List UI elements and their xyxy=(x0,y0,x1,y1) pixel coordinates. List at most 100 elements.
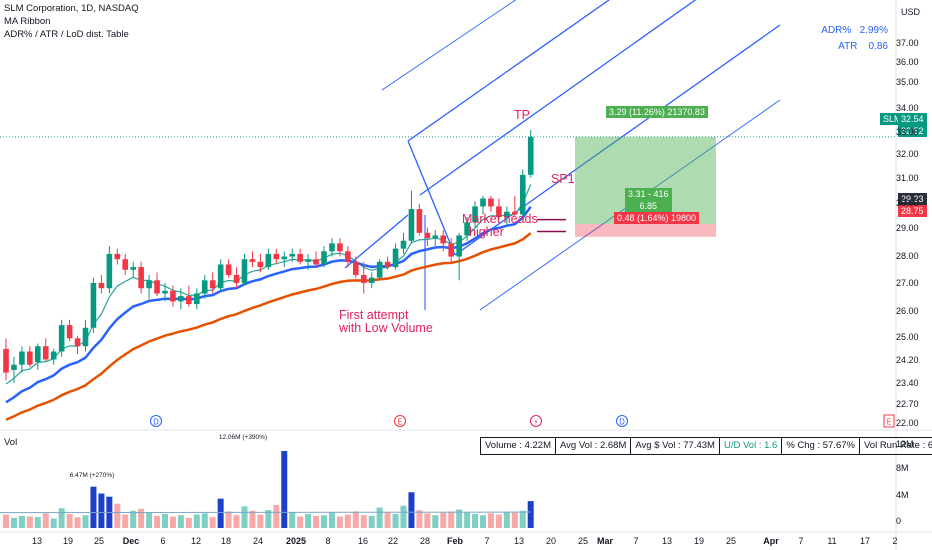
candle-body xyxy=(74,338,81,347)
price-tick: 26.00 xyxy=(896,306,919,316)
time-tick: 17 xyxy=(859,536,871,546)
stop-label[interactable]: 0.48 (1.64%) 19800 xyxy=(614,212,700,224)
candle-body xyxy=(392,248,399,268)
first-attempt-line-2: with Low Volume xyxy=(339,321,433,335)
time-tick: 28 xyxy=(419,536,431,546)
candle-body xyxy=(456,235,462,257)
target-label[interactable]: 3.29 (11.26%) 21370.83 xyxy=(606,106,708,118)
candle-body xyxy=(297,253,303,262)
market-heads-line-1: Market heads xyxy=(462,212,538,226)
time-tick: 25 xyxy=(577,536,589,546)
candle-body xyxy=(114,253,121,260)
price-tick: 22.00 xyxy=(896,418,919,428)
candle-body xyxy=(82,327,89,347)
price-tick: 23.40 xyxy=(896,378,919,388)
volume-annotation-2: 12.06M (+390%) xyxy=(219,434,267,441)
event-marker xyxy=(150,415,162,427)
candle-body xyxy=(194,293,200,305)
time-tick: 11 xyxy=(827,536,837,546)
volume-bar xyxy=(217,498,224,528)
time-tick: Feb xyxy=(446,536,464,546)
candle-body xyxy=(146,280,152,289)
candle-body xyxy=(329,243,335,252)
candle-body xyxy=(305,259,311,262)
volume-bar xyxy=(328,512,335,528)
atr-label: ATR xyxy=(838,41,858,52)
candle-body xyxy=(50,351,57,360)
volume-bar xyxy=(34,517,41,528)
currency-label[interactable]: USD xyxy=(900,7,920,17)
volume-bar xyxy=(98,493,105,528)
volume-bar xyxy=(424,513,431,528)
candle-body xyxy=(19,351,25,365)
volume-bar xyxy=(3,514,9,528)
channel-handle xyxy=(407,140,456,256)
event-marker-label: ⚡ xyxy=(533,418,538,427)
event-marker-label: D xyxy=(619,418,625,427)
candle-body xyxy=(90,282,97,328)
time-tick: 20 xyxy=(545,536,557,546)
volume-bar xyxy=(169,516,176,528)
candle-body xyxy=(337,243,343,252)
time-tick: 25 xyxy=(725,536,737,546)
adr-row: ADR% 2.99% xyxy=(821,25,888,36)
position-mid-label[interactable]: 3.31 - 416 6.85 xyxy=(625,188,672,212)
time-tick: Dec xyxy=(122,536,140,546)
volume-pane-label: Vol xyxy=(4,437,18,448)
volume-bar xyxy=(138,508,145,528)
time-tick: Apr xyxy=(763,536,779,546)
volume-bar xyxy=(82,515,89,528)
candle-body xyxy=(408,209,415,241)
ma-line-3 xyxy=(5,232,532,421)
volume-annotation-1: 6.47M (+270%) xyxy=(70,472,115,479)
candle-body xyxy=(496,206,502,217)
candle-body xyxy=(138,267,144,289)
candle-body xyxy=(289,253,295,257)
volume-bar xyxy=(201,513,208,528)
time-tick: 2 xyxy=(892,536,898,546)
volume-bar xyxy=(66,513,73,528)
candle-body xyxy=(162,290,168,294)
atr-row: ATR 0.86 xyxy=(838,41,888,52)
price-tick: 27.00 xyxy=(896,278,919,288)
volume-bar xyxy=(313,515,320,528)
candle-body xyxy=(154,280,160,294)
candle-body xyxy=(27,351,33,365)
indicator-adr-table[interactable]: ADR% / ATR / LoD dist. Table xyxy=(4,29,129,40)
volume-bar xyxy=(225,511,232,528)
volume-bar xyxy=(456,509,463,528)
time-tick: 7 xyxy=(484,536,490,546)
price-tick: 36.00 xyxy=(896,57,919,67)
prev-price-tag: 32.52 xyxy=(898,125,927,137)
volume-bar xyxy=(392,513,399,528)
sp1-annotation: SP1 xyxy=(551,172,575,186)
volume-bar xyxy=(177,515,184,528)
volume-bar xyxy=(257,514,264,528)
candle-body xyxy=(186,296,192,305)
chart-title: SLM Corporation, 1D, NASDAQ xyxy=(4,3,139,14)
candle-body xyxy=(257,261,264,268)
candle-body xyxy=(313,259,319,265)
candle-body xyxy=(35,346,41,363)
time-tick: Mar xyxy=(596,536,614,546)
adr-label: ADR% xyxy=(821,25,852,36)
candle-body xyxy=(130,267,136,270)
indicator-ma-ribbon[interactable]: MA Ribbon xyxy=(4,16,51,27)
candle-body xyxy=(233,275,240,283)
candle-body xyxy=(11,364,17,370)
channel-upper xyxy=(407,0,611,142)
volume-bar xyxy=(273,505,280,528)
candle-body xyxy=(106,253,113,289)
ma-line-2 xyxy=(5,206,532,404)
event-marker xyxy=(394,415,406,427)
volume-bar xyxy=(464,512,471,528)
candle-body xyxy=(122,259,129,270)
time-tick: 13 xyxy=(661,536,673,546)
time-tick: 25 xyxy=(93,536,105,546)
candle-body xyxy=(321,251,327,265)
stats-cell: % Chg : 57.67% xyxy=(782,438,860,454)
candle-body xyxy=(464,222,470,236)
atr-value: 0.86 xyxy=(868,41,888,52)
candle-body xyxy=(480,198,486,207)
